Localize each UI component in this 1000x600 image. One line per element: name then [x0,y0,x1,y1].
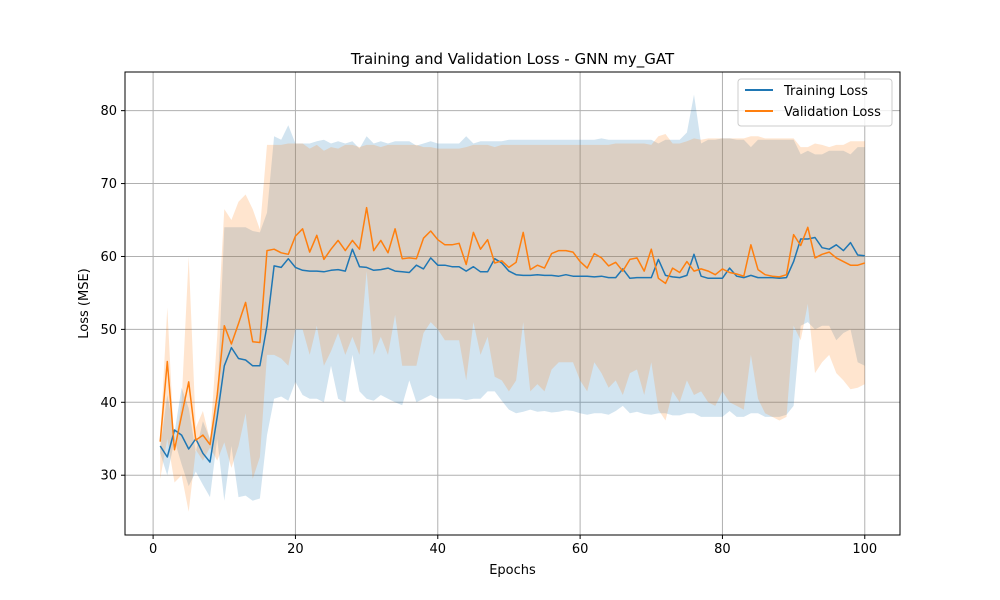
x-tick-label: 60 [572,542,589,557]
legend-box [737,78,893,127]
y-tick-label: 60 [100,250,117,265]
legend-label-validation: Validation Loss [784,105,881,120]
band-training [160,94,865,501]
x-axis-label: Epochs [489,563,536,578]
x-tick-label: 80 [714,542,731,557]
y-tick-label: 80 [100,104,117,119]
y-axis-label: Loss (MSE) [77,268,92,338]
x-tick-label: 20 [287,542,304,557]
series-line-training [159,236,865,463]
legend-label-training: Training Loss [783,84,868,99]
y-tick-label: 70 [100,177,117,192]
series-lines [159,206,866,463]
x-tick-label: 100 [852,542,877,557]
grid-lines [125,72,900,535]
x-tick-label: 40 [430,542,447,557]
series-line-validation [159,206,866,451]
chart-title: Training and Validation Loss - GNN my_GA… [350,50,675,69]
x-tick-label: 0 [149,542,157,557]
band-validation [160,134,865,512]
y-tick-label: 50 [100,323,117,338]
axes-frame [124,71,901,536]
axis-ticks: 0 20 40 60 80 100 30 40 50 60 70 80 [100,104,877,557]
y-tick-label: 30 [100,469,117,484]
confidence-bands [160,94,865,512]
legend: Training Loss Validation Loss [737,78,893,127]
y-tick-label: 40 [100,396,117,411]
